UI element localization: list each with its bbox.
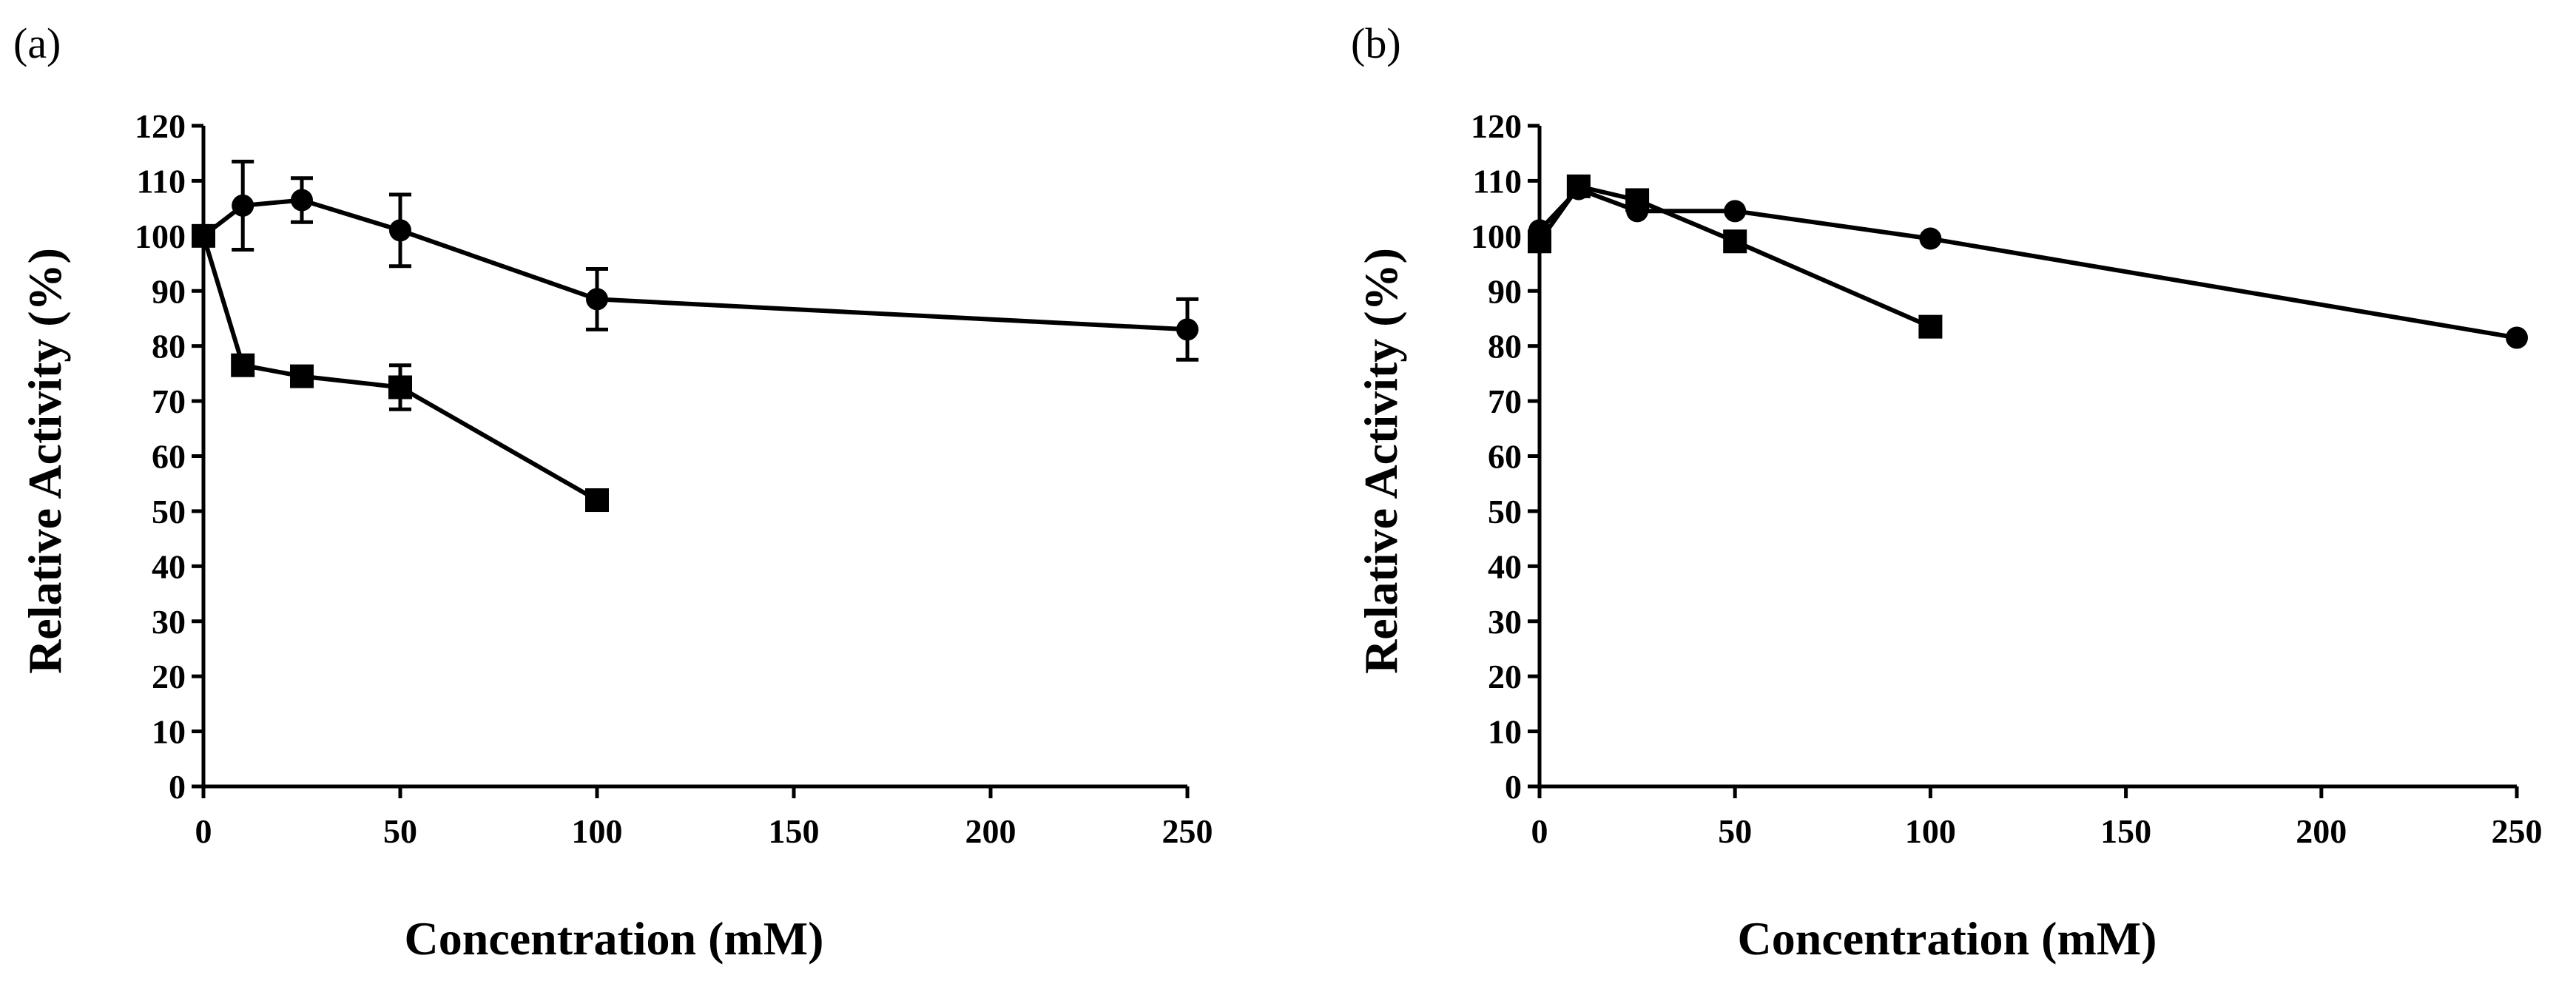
y-axis-title-b: Relative Activity (%) xyxy=(1355,248,1407,674)
data-point-square xyxy=(290,364,314,388)
x-tick-label: 250 xyxy=(1162,812,1213,850)
y-tick-label: 10 xyxy=(152,713,186,751)
y-tick-label: 20 xyxy=(1488,658,1522,695)
panel-a: (a) Relative Activity (%) Concentration … xyxy=(13,19,1213,965)
plot-area-a xyxy=(192,159,1198,513)
panel-b: (b) Relative Activity (%) Concentration … xyxy=(1351,19,2543,965)
x-axis-title-b: Concentration (mM) xyxy=(1738,912,2157,965)
y-tick-label: 70 xyxy=(152,382,186,420)
y-tick-label: 70 xyxy=(1488,382,1522,420)
data-point-circle xyxy=(389,219,411,242)
y-tick-label: 100 xyxy=(1471,218,1522,255)
y-tick-label: 0 xyxy=(1505,768,1522,806)
y-tick-label: 10 xyxy=(1488,713,1522,751)
x-tick-label: 0 xyxy=(1531,812,1548,850)
panel-label-b: (b) xyxy=(1351,19,1401,67)
x-axis-title-a: Concentration (mM) xyxy=(405,912,824,965)
y-tick-label: 30 xyxy=(1488,603,1522,641)
data-point-square xyxy=(231,353,255,377)
y-tick-label: 100 xyxy=(135,218,186,255)
data-point-square xyxy=(1566,174,1591,198)
y-tick-label: 60 xyxy=(1488,438,1522,476)
data-point-circle xyxy=(1176,318,1198,341)
data-point-circle xyxy=(1919,227,1942,250)
y-tick-label: 40 xyxy=(152,547,186,585)
y-tick-label: 30 xyxy=(152,603,186,641)
data-point-circle xyxy=(586,288,608,311)
y-tick-label: 50 xyxy=(1488,493,1522,530)
data-point-circle xyxy=(1724,200,1747,223)
y-tick-label: 80 xyxy=(152,328,186,365)
y-tick-label: 80 xyxy=(1488,328,1522,365)
data-point-square xyxy=(1528,229,1551,254)
y-tick-label: 50 xyxy=(152,493,186,530)
x-tick-label: 0 xyxy=(195,812,212,850)
data-point-square xyxy=(388,375,412,400)
data-point-circle xyxy=(2506,326,2528,349)
x-tick-label: 200 xyxy=(2296,812,2347,850)
data-point-square xyxy=(192,223,215,248)
y-tick-label: 90 xyxy=(152,272,186,310)
data-point-square xyxy=(1918,314,1943,339)
x-tick-label: 250 xyxy=(2492,812,2543,850)
panel-label-a: (a) xyxy=(13,19,61,67)
x-tick-label: 150 xyxy=(2100,812,2151,850)
x-tick-label: 150 xyxy=(769,812,820,850)
series-line-circle xyxy=(202,198,1188,332)
y-tick-label: 110 xyxy=(1473,162,1522,200)
y-tick-label: 120 xyxy=(1471,107,1522,145)
x-tick-label: 50 xyxy=(1718,812,1752,850)
plot-area-b xyxy=(1528,174,2528,349)
y-tick-label: 90 xyxy=(1488,272,1522,310)
data-point-square xyxy=(1723,229,1747,254)
x-tick-label: 200 xyxy=(965,812,1016,850)
data-point-circle xyxy=(232,194,254,217)
y-tick-label: 120 xyxy=(135,107,186,145)
y-tick-label: 0 xyxy=(169,768,186,806)
series-line-circle xyxy=(1537,186,2518,340)
y-tick-label: 20 xyxy=(152,658,186,695)
x-tick-label: 100 xyxy=(572,812,623,850)
data-point-circle xyxy=(291,189,313,212)
x-tick-label: 50 xyxy=(383,812,417,850)
data-point-square xyxy=(1625,188,1650,212)
data-point-square xyxy=(585,488,609,513)
y-axis-title-a: Relative Activity (%) xyxy=(18,248,71,674)
ticks-b: 0 10 20 30 40 50 60 70 80 90 100 110 120 0 50 100 150 200… xyxy=(1471,107,2543,850)
ticks-a: 0 10 20 30 40 50 60 70 80 90 100 110 120 0 50 100 150 200… xyxy=(135,107,1213,850)
x-tick-label: 100 xyxy=(1905,812,1956,850)
y-tick-label: 110 xyxy=(137,162,186,200)
y-tick-label: 60 xyxy=(152,438,186,476)
y-tick-label: 40 xyxy=(1488,547,1522,585)
